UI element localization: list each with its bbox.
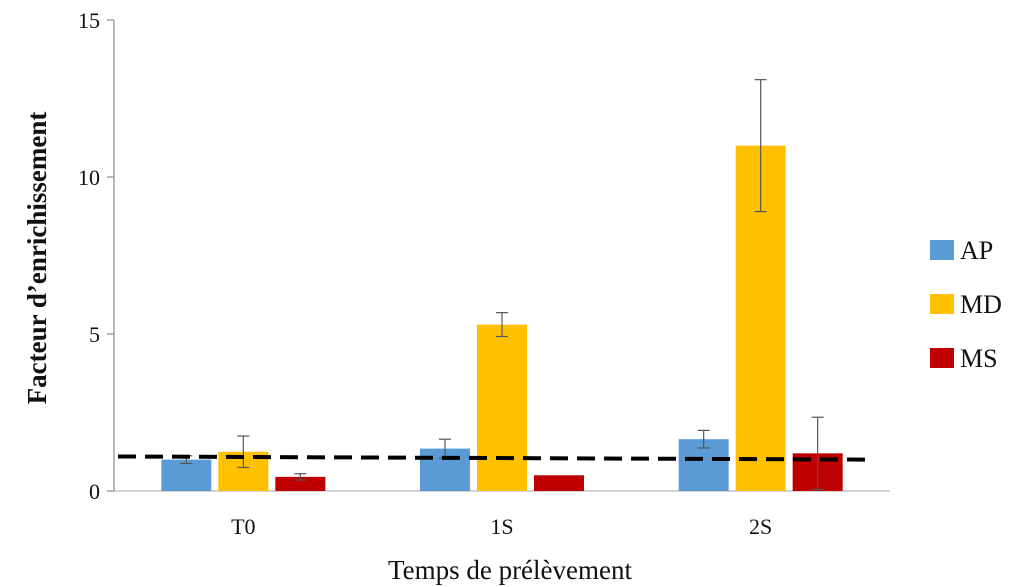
x-tick-label: 1S (490, 514, 513, 539)
bar-ms-1s (534, 475, 584, 491)
legend-label: MD (960, 290, 1002, 319)
bar-ap-t0 (161, 459, 212, 491)
legend-swatch (930, 294, 954, 314)
reference-line-group (117, 454, 871, 462)
legend-swatch (930, 348, 954, 368)
bar-ms-t0 (275, 476, 326, 491)
legend: AP MD MS (930, 236, 1002, 373)
legend-swatch (930, 240, 954, 260)
error-bars (180, 79, 824, 491)
error-bar-ms-2s (811, 416, 824, 491)
legend-label: MS (960, 344, 998, 373)
x-axis: T0 1S 2S (114, 490, 890, 539)
error-bar-md-1s (496, 312, 508, 338)
error-bar-ap-2s (697, 429, 710, 449)
x-tick-label: T0 (231, 514, 255, 539)
x-axis-title: Temps de prélèvement (388, 555, 633, 585)
reference-line (117, 454, 871, 462)
y-tick-label: 15 (78, 8, 100, 33)
legend-item-ms: MS (930, 344, 998, 373)
y-tick-label: 10 (78, 165, 100, 190)
y-axis: 0 5 10 15 (78, 8, 115, 504)
legend-item-md: MD (930, 290, 1002, 319)
bar-md-1s (477, 324, 527, 491)
y-axis-title: Facteur d’enrichissement (22, 112, 52, 405)
x-tick-label: 2S (749, 514, 772, 539)
legend-item-ap: AP (930, 236, 993, 265)
legend-label: AP (960, 236, 993, 265)
error-bar-ms-t0 (294, 473, 307, 481)
error-bar-md-t0 (237, 435, 250, 469)
y-tick-label: 0 (89, 479, 100, 504)
y-tick-label: 5 (89, 322, 100, 347)
error-bar-md-2s (754, 79, 767, 213)
